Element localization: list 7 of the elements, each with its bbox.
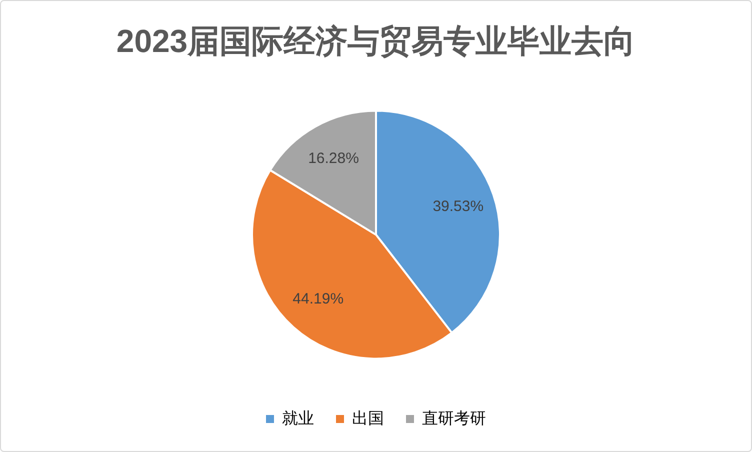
legend-label: 就业	[282, 409, 314, 428]
data-label: 39.53%	[432, 198, 484, 215]
data-label: 16.28%	[308, 150, 359, 168]
chart-title: 2023届国际经济与贸易专业毕业去向	[116, 23, 636, 60]
data-label: 44.19%	[292, 290, 344, 308]
legend-label: 出国	[352, 409, 384, 428]
legend-label: 直研考研	[422, 409, 486, 428]
